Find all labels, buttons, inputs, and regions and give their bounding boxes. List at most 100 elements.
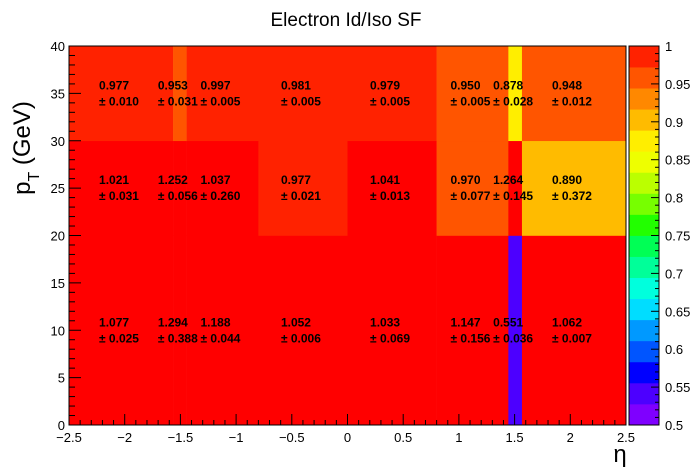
cell-error-label: ± 0.031 [158, 94, 198, 108]
color-scale-tick-label: 0.75 [665, 229, 690, 244]
cell-error-label: ± 0.013 [370, 189, 410, 203]
heatmap-cell [258, 46, 348, 142]
heatmap-cell [173, 46, 187, 142]
cell-value-label: 0.997 [201, 78, 231, 92]
color-scale-tick-label: 0.65 [665, 304, 690, 319]
cell-value-label: 0.953 [158, 78, 188, 92]
heatmap-cell [508, 235, 523, 426]
cell-error-label: ± 0.388 [158, 331, 198, 345]
color-scale-swatch [629, 130, 659, 152]
color-scale-tick-label: 0.8 [665, 191, 683, 206]
heatmap-cell [521, 140, 627, 236]
y-tick-label: 0 [58, 418, 65, 433]
x-axis: −2.5 −2 −1.5 −1 −0.5 0 0.5 1 1.5 2 2.5 [56, 414, 635, 445]
heatmap-cell [521, 46, 627, 142]
color-scale-swatch [629, 88, 659, 110]
color-scale-tick-label: 0.55 [665, 380, 690, 395]
color-scale-swatch [629, 214, 659, 236]
color-scale-swatch [629, 382, 659, 405]
y-tick-label: 10 [51, 323, 65, 338]
cell-value-label: 0.979 [370, 78, 400, 92]
y-tick-label: 15 [51, 276, 65, 291]
color-scale-swatch [629, 67, 659, 89]
cell-error-label: ± 0.021 [281, 189, 321, 203]
heatmap-cell [347, 235, 437, 426]
cell-error-label: ± 0.077 [450, 189, 490, 203]
cell-error-label: ± 0.005 [450, 94, 490, 108]
cell-error-label: ± 0.025 [99, 331, 139, 345]
heatmap-cell [521, 235, 627, 426]
heatmap-cell [347, 140, 437, 236]
heatmap-cell [186, 235, 259, 426]
color-scale-tick-label: 0.95 [665, 77, 690, 92]
x-tick-label: −2.5 [56, 430, 82, 445]
heatmap-cell [186, 140, 259, 236]
cell-error-label: ± 0.031 [99, 189, 139, 203]
heatmap-cell [258, 235, 348, 426]
color-scale-tick-label: 0.85 [665, 153, 690, 168]
heatmap-cell [347, 46, 437, 142]
cell-value-label: 1.147 [450, 315, 480, 329]
cell-value-label: 1.033 [370, 315, 400, 329]
color-scale-swatch [629, 109, 659, 131]
x-tick-label: −1.5 [168, 430, 194, 445]
x-tick-label: 0.5 [394, 430, 412, 445]
cell-value-label: 0.970 [450, 173, 480, 187]
cell-value-label: 1.252 [158, 173, 188, 187]
cell-error-label: ± 0.056 [158, 189, 198, 203]
cell-error-label: ± 0.044 [201, 331, 241, 345]
cell-error-label: ± 0.156 [450, 331, 490, 345]
cell-value-label: 0.948 [552, 78, 582, 92]
color-scale-swatch [629, 403, 659, 426]
heatmap-cell [258, 140, 348, 236]
color-scale-swatch [629, 340, 659, 363]
cell-error-label: ± 0.005 [201, 94, 241, 108]
color-scale: 0.5 0.55 0.6 0.65 0.7 0.75 0.8 0.85 0.9 0.95 1 [628, 39, 690, 433]
cell-error-label: ± 0.012 [552, 94, 592, 108]
color-scale-tick-label: 0.5 [665, 418, 683, 433]
heatmap-cell [186, 46, 259, 142]
cell-value-label: 0.977 [99, 78, 129, 92]
y-axis-label-unit: (GeV) [9, 101, 36, 172]
color-scale-swatch [629, 235, 659, 257]
x-tick-label: 1 [455, 430, 462, 445]
chart-title: Electron Id/Iso SF [270, 10, 421, 31]
y-tick-label: 20 [51, 229, 65, 244]
cell-error-label: ± 0.036 [493, 331, 533, 345]
y-tick-label: 40 [51, 39, 65, 54]
cell-value-label: 1.052 [281, 315, 311, 329]
cell-value-label: 0.890 [552, 173, 582, 187]
x-tick-label: 2.5 [617, 430, 635, 445]
x-tick-label: −1 [229, 430, 244, 445]
y-tick-label: 25 [51, 181, 65, 196]
cell-error-label: ± 0.006 [281, 331, 321, 345]
cell-value-label: 1.294 [158, 315, 188, 329]
color-scale-swatch [629, 193, 659, 215]
cell-value-label: 1.041 [370, 173, 400, 187]
cell-value-label: 1.077 [99, 315, 129, 329]
cell-value-label: 1.037 [201, 173, 231, 187]
y-axis-label: pT (GeV) [9, 101, 43, 195]
x-axis-label: η [613, 441, 626, 468]
heatmap-cell [436, 46, 509, 142]
cell-error-label: ± 0.145 [493, 189, 533, 203]
color-scale-swatch [629, 172, 659, 194]
cell-error-label: ± 0.069 [370, 331, 410, 345]
cell-value-label: 1.188 [201, 315, 231, 329]
color-scale-swatch [629, 298, 659, 321]
heatmap-cell [436, 235, 509, 426]
cell-error-label: ± 0.260 [201, 189, 241, 203]
cell-value-label: 1.021 [99, 173, 129, 187]
y-tick-label: 5 [58, 371, 65, 386]
cell-value-label: 0.551 [493, 315, 523, 329]
color-scale-swatch [629, 256, 659, 279]
color-scale-tick-label: 0.7 [665, 266, 683, 281]
y-axis-label-main: p [9, 182, 36, 195]
x-tick-label: 2 [567, 430, 574, 445]
color-scale-swatch [629, 151, 659, 173]
color-scale-tick-label: 1 [665, 39, 672, 54]
heatmap-cell [173, 235, 187, 426]
color-scale-swatch [629, 361, 659, 384]
cell-error-label: ± 0.028 [493, 94, 533, 108]
